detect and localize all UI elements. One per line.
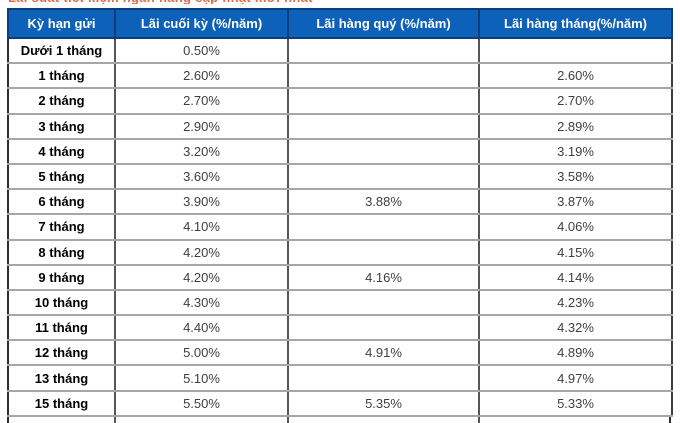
table-row: 2 tháng 2.70% 2.70% [7, 88, 673, 115]
table-row: 7 tháng 4.10% 4.06% [7, 214, 673, 241]
table-row: 8 tháng 4.20% 4.15% [7, 239, 673, 266]
end-of-term-cell: 2.90% [114, 113, 288, 140]
quarterly-cell [287, 214, 479, 241]
end-of-term-cell: 2.60% [114, 63, 288, 90]
term-cell: 10 tháng [7, 289, 115, 317]
table-row: 9 tháng 4.20% 4.16% 4.14% [7, 264, 673, 291]
term-cell: 7 tháng [7, 214, 115, 241]
table-header: Kỳ hạn gửi Lãi cuối kỳ (%/năm) Lãi hàng … [7, 8, 673, 39]
table-row: 10 tháng 4.30% 4.23% [7, 289, 673, 317]
table-row: 11 tháng 4.40% 4.32% [7, 315, 673, 342]
end-of-term-cell: 4.20% [114, 239, 288, 266]
term-cell: 6 tháng [7, 189, 115, 216]
monthly-cell: 2.60% [478, 63, 673, 90]
quarterly-cell [287, 88, 479, 115]
column-header-monthly: Lãi hàng tháng(%/năm) [478, 8, 673, 39]
quarterly-cell [287, 365, 479, 392]
end-of-term-cell: 4.30% [114, 289, 288, 317]
end-of-term-cell: 2.70% [114, 88, 288, 115]
term-cell: 3 tháng [7, 113, 115, 140]
term-cell: 2 tháng [7, 88, 115, 115]
monthly-cell: 4.23% [478, 289, 673, 317]
table-row: 6 tháng 3.90% 3.88% 3.87% [7, 189, 673, 216]
term-cell: 8 tháng [7, 239, 115, 266]
end-of-term-cell: 3.20% [114, 138, 288, 165]
monthly-cell: 4.15% [478, 239, 673, 266]
term-cell: 12 tháng [7, 340, 115, 367]
end-of-term-cell: 5.50% [114, 390, 288, 418]
term-cell: Dưới 1 tháng [7, 38, 115, 65]
term-cell: 15 tháng [7, 390, 115, 418]
quarterly-cell [287, 239, 479, 266]
quarterly-cell: 5.35% [287, 390, 479, 418]
quarterly-cell [287, 113, 479, 140]
monthly-cell: 3.87% [478, 189, 673, 216]
table-row: 15 tháng 5.50% 5.35% 5.33% [7, 390, 673, 418]
end-of-term-cell: 3.60% [114, 163, 288, 191]
term-cell: 4 tháng [7, 138, 115, 165]
quarterly-cell [287, 289, 479, 317]
clipped-heading-text: Lãi suất tiết kiệm ngân hàng cập nhật mớ… [8, 0, 408, 4]
term-cell: 13 tháng [7, 365, 115, 392]
quarterly-cell [287, 315, 479, 342]
table-row: 4 tháng 3.20% 3.19% [7, 138, 673, 165]
quarterly-cell [287, 38, 479, 65]
monthly-cell: 4.89% [478, 340, 673, 367]
column-header-term: Kỳ hạn gửi [7, 8, 116, 39]
column-header-end-of-term: Lãi cuối kỳ (%/năm) [114, 8, 289, 39]
quarterly-cell [287, 163, 479, 191]
table-row: 3 tháng 2.90% 2.89% [7, 113, 673, 140]
term-cell: 1 tháng [7, 63, 115, 90]
table-row: 5 tháng 3.60% 3.58% [7, 163, 673, 191]
bottom-partial-row-border [669, 417, 671, 423]
end-of-term-cell: 4.10% [114, 214, 288, 241]
quarterly-cell [287, 63, 479, 90]
end-of-term-cell: 5.00% [114, 340, 288, 367]
table-row: 13 tháng 5.10% 4.97% [7, 365, 673, 392]
monthly-cell: 5.33% [478, 390, 673, 418]
quarterly-cell: 4.91% [287, 340, 479, 367]
end-of-term-cell: 5.10% [114, 365, 288, 392]
bottom-partial-row-border [114, 417, 116, 423]
clipped-heading: Lãi suất tiết kiệm ngân hàng cập nhật mớ… [8, 0, 408, 4]
quarterly-cell [287, 138, 479, 165]
end-of-term-cell: 3.90% [114, 189, 288, 216]
column-header-quarterly: Lãi hàng quý (%/năm) [287, 8, 480, 39]
monthly-cell: 4.14% [478, 264, 673, 291]
interest-rate-table: Kỳ hạn gửi Lãi cuối kỳ (%/năm) Lãi hàng … [7, 8, 673, 418]
header-row: Kỳ hạn gửi Lãi cuối kỳ (%/năm) Lãi hàng … [7, 8, 673, 39]
end-of-term-cell: 0.50% [114, 38, 288, 65]
table-row: 1 tháng 2.60% 2.60% [7, 63, 673, 90]
table-row: 12 tháng 5.00% 4.91% 4.89% [7, 340, 673, 367]
quarterly-cell: 4.16% [287, 264, 479, 291]
bottom-partial-row-border [478, 417, 480, 423]
end-of-term-cell: 4.40% [114, 315, 288, 342]
monthly-cell: 3.58% [478, 163, 673, 191]
monthly-cell: 4.32% [478, 315, 673, 342]
monthly-cell: 3.19% [478, 138, 673, 165]
table-row: Dưới 1 tháng 0.50% [7, 38, 673, 65]
term-cell: 5 tháng [7, 163, 115, 191]
quarterly-cell: 3.88% [287, 189, 479, 216]
term-cell: 11 tháng [7, 315, 115, 342]
monthly-cell: 2.89% [478, 113, 673, 140]
term-cell: 9 tháng [7, 264, 115, 291]
end-of-term-cell: 4.20% [114, 264, 288, 291]
table-body: Dưới 1 tháng 0.50% 1 tháng 2.60% 2.60% 2… [7, 38, 673, 418]
monthly-cell: 2.70% [478, 88, 673, 115]
bottom-partial-row-border [287, 417, 289, 423]
monthly-cell: 4.06% [478, 214, 673, 241]
bottom-partial-row-border [7, 417, 9, 423]
monthly-cell: 4.97% [478, 365, 673, 392]
monthly-cell [478, 38, 673, 65]
